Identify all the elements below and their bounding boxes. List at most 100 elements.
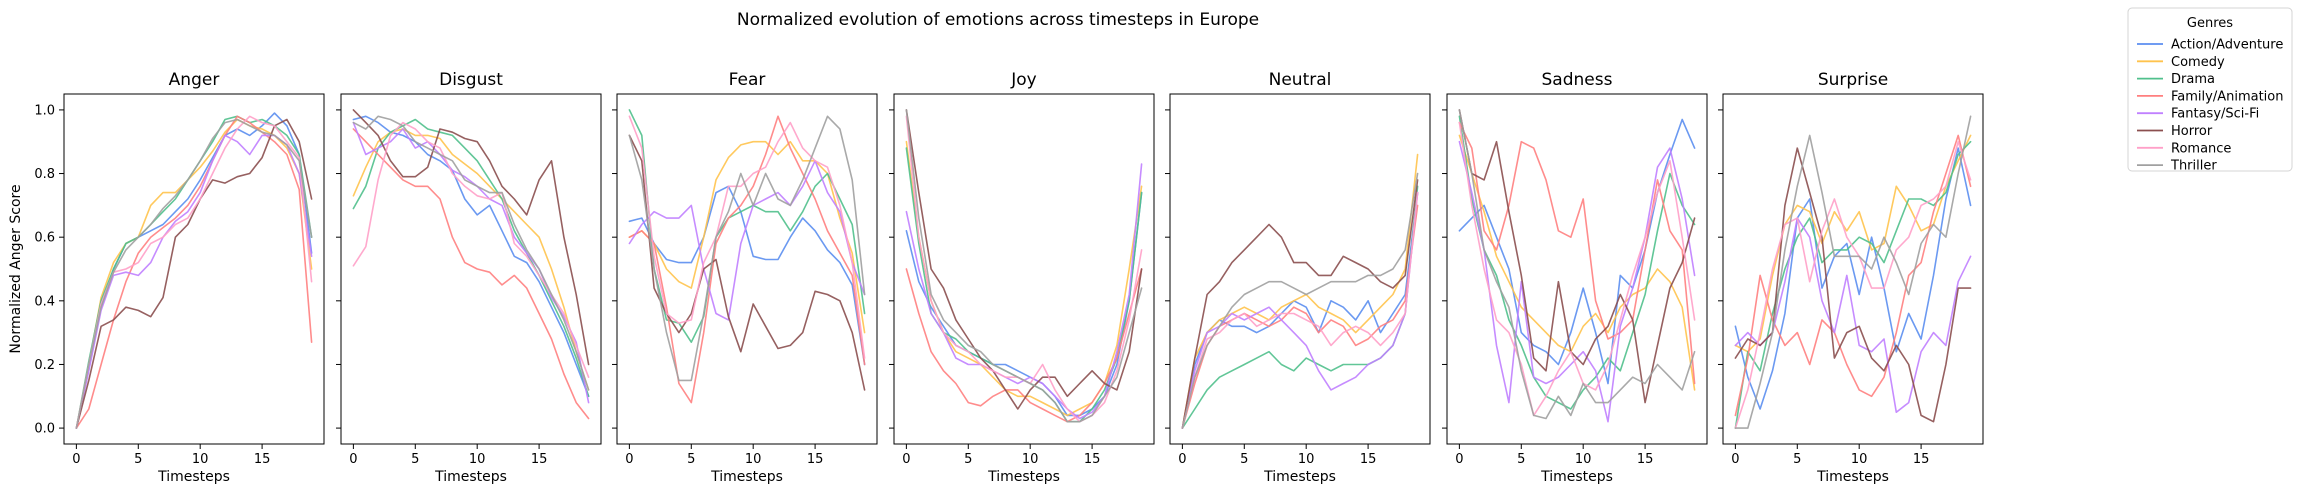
panel-title-anger: Anger [169,70,220,90]
panel-neutral: Neutral 0 5 10 15 Timesteps [1165,70,1431,485]
series-line-sadness-comedy [1458,134,1696,391]
panel-fear: Fear 0 5 10 15 Timesteps [612,70,878,485]
y-tick-label-anger: 0.2 [34,358,55,373]
legend-label-action-adventure: Action/Adventure [2171,38,2283,53]
series-line-anger-action-adventure [75,112,313,429]
x-tick-label-sadness: 10 [1575,452,1592,467]
y-tick-label-anger: 1.0 [34,103,55,118]
legend-label-romance: Romance [2171,141,2231,156]
series-line-sadness-romance [1458,121,1696,417]
x-tick-label-fear: 5 [687,452,695,467]
panel-disgust: Disgust 0 5 10 15 Timesteps [336,70,602,485]
series-line-neutral-comedy [1181,153,1419,429]
series-line-disgust-fantasy-sci-fi [352,121,590,404]
series-line-surprise-romance [1734,140,1972,429]
x-tick-label-joy: 0 [902,452,910,467]
panel-sadness: Sadness 0 5 10 15 Timesteps [1442,70,1708,485]
panel-title-fear: Fear [729,70,766,90]
x-axis-label-sadness: Timesteps [1540,469,1613,485]
panel-title-surprise: Surprise [1818,70,1888,90]
series-line-neutral-horror [1181,179,1419,429]
legend-label-fantasy-sci-fi: Fantasy/Sci-Fi [2171,107,2259,122]
panel-title-disgust: Disgust [439,70,503,90]
panel-title-sadness: Sadness [1542,70,1613,90]
x-tick-label-disgust: 5 [411,452,419,467]
legend-label-thriller: Thriller [2170,159,2217,174]
series-line-anger-romance [75,115,313,429]
x-tick-label-surprise: 10 [1851,452,1868,467]
series-line-sadness-family-animation [1458,121,1696,385]
x-tick-label-disgust: 10 [469,452,486,467]
x-axis-label-anger: Timesteps [157,469,230,485]
series-line-joy-family-animation [905,268,1143,423]
panel-joy: Joy 0 5 10 15 Timesteps [889,70,1155,485]
y-tick-label-anger: 0.0 [34,422,55,437]
x-tick-label-surprise: 15 [1913,452,1930,467]
panel-title-joy: Joy [1010,70,1036,90]
series-line-disgust-drama [352,118,590,398]
series-line-disgust-thriller [352,115,590,391]
series-line-joy-action-adventure [905,191,1143,417]
x-tick-label-sadness: 0 [1455,452,1463,467]
plot-frame-joy [893,93,1155,445]
panel-surprise: Surprise 0 5 10 15 Timesteps [1718,70,1984,485]
x-tick-label-sadness: 15 [1637,452,1654,467]
x-tick-label-disgust: 0 [349,452,357,467]
series-line-fear-horror [628,134,866,391]
series-line-neutral-romance [1181,191,1419,429]
x-tick-label-fear: 10 [745,452,762,467]
x-tick-label-surprise: 0 [1731,452,1739,467]
y-tick-label-anger: 0.6 [34,231,55,246]
series-line-anger-family-animation [75,115,313,429]
series-line-fear-action-adventure [628,185,866,366]
legend-label-drama: Drama [2171,72,2215,87]
figure-title: Normalized evolution of emotions across … [737,10,1259,30]
x-tick-label-fear: 0 [625,452,633,467]
plot-frame-anger [63,93,325,445]
panel-title-neutral: Neutral [1269,70,1332,90]
series-line-anger-fantasy-sci-fi [75,134,313,429]
series-line-surprise-horror [1734,147,1972,423]
series-line-fear-comedy [628,140,866,334]
x-tick-label-anger: 5 [134,452,142,467]
series-line-neutral-thriller [1181,172,1419,429]
series-line-sadness-thriller [1458,109,1696,420]
series-line-surprise-comedy [1734,134,1972,353]
series-line-surprise-thriller [1734,115,1972,429]
y-tick-label-anger: 0.4 [34,294,55,309]
series-line-joy-horror [905,109,1143,410]
series-line-disgust-family-animation [352,128,590,420]
legend: Genres Action/Adventure Comedy Drama Family… [2127,7,2293,174]
plot-frame-surprise [1722,93,1984,445]
legend-label-comedy: Comedy [2171,55,2225,70]
panel-anger: Anger 0 5 10 15 0.0 0.2 0.4 0.6 0.8 1.0 Timesteps No… [8,70,325,485]
series-line-disgust-horror [352,109,590,366]
x-axis-label-disgust: Timesteps [434,469,507,485]
x-tick-label-neutral: 15 [1360,452,1377,467]
x-tick-label-joy: 5 [964,452,972,467]
x-tick-label-surprise: 5 [1793,452,1801,467]
x-tick-label-fear: 15 [807,452,824,467]
legend-label-family-animation: Family/Animation [2171,89,2284,104]
x-tick-label-neutral: 5 [1240,452,1248,467]
y-axis-label-anger: Normalized Anger Score [8,184,24,353]
series-line-fear-thriller [628,115,866,382]
x-tick-label-anger: 15 [254,452,271,467]
x-axis-label-surprise: Timesteps [1816,469,1889,485]
x-axis-label-neutral: Timesteps [1263,469,1336,485]
legend-title: Genres [2187,16,2233,31]
series-line-sadness-horror [1458,109,1696,404]
series-line-disgust-romance [352,121,590,379]
plot-frame-neutral [1169,93,1431,445]
series-line-fear-family-animation [628,115,866,404]
series-line-fear-romance [628,115,866,359]
legend-frame [2127,7,2293,172]
x-tick-label-joy: 15 [1084,452,1101,467]
series-line-anger-thriller [75,118,313,429]
x-tick-label-joy: 10 [1022,452,1039,467]
series-line-anger-drama [75,115,313,429]
x-tick-label-neutral: 10 [1298,452,1315,467]
x-tick-label-anger: 0 [72,452,80,467]
